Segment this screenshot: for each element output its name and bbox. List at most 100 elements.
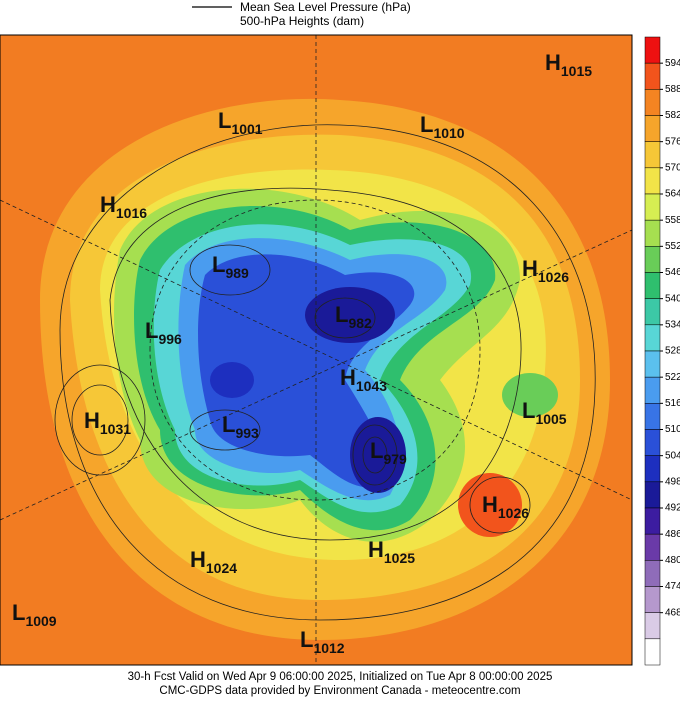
- pressure-center: L1012: [300, 627, 345, 656]
- isobar: [71, 384, 129, 456]
- colorbar-segment: [644, 638, 661, 666]
- colorbar-segment: [644, 298, 661, 326]
- center-value: 1031: [100, 421, 131, 437]
- colorbar-label: 588: [665, 84, 680, 95]
- pressure-center: L1005: [522, 398, 567, 427]
- map: [0, 34, 633, 666]
- center-value: 1026: [498, 505, 529, 521]
- center-value: 1012: [313, 640, 344, 656]
- center-type: H: [84, 408, 100, 433]
- center-type: H: [522, 256, 538, 281]
- center-type: H: [368, 537, 384, 562]
- colorbar-label: 534: [665, 319, 680, 330]
- colorbar-label: 576: [665, 136, 680, 147]
- colorbar-segment: [644, 533, 661, 561]
- pressure-center: H1026: [522, 256, 569, 285]
- pressure-center: H1031: [84, 408, 131, 437]
- center-type: L: [300, 627, 313, 652]
- colorbar-segment: [644, 376, 661, 404]
- isobar: [109, 187, 522, 541]
- pressure-center: L1009: [12, 600, 57, 629]
- center-type: L: [370, 438, 383, 463]
- graticule: [149, 199, 481, 501]
- colorbar-label: 474: [665, 581, 680, 592]
- legend-heights: 500-hPa Heights (dam): [240, 14, 364, 28]
- colorbar-label: 564: [665, 189, 680, 200]
- colorbar-label: 594: [665, 58, 680, 69]
- center-value: 1016: [116, 205, 147, 221]
- colorbar-label: 510: [665, 424, 680, 435]
- graticule: [0, 35, 632, 665]
- center-value: 1009: [25, 613, 56, 629]
- isobar: [314, 297, 376, 339]
- center-type: L: [522, 398, 535, 423]
- pressure-center: L1010: [420, 112, 465, 141]
- pressure-center: H1026: [482, 492, 529, 521]
- isobar: [189, 244, 271, 296]
- center-value: 1010: [433, 125, 464, 141]
- center-type: L: [212, 252, 225, 277]
- colorbar-segment: [644, 481, 661, 509]
- center-value: 993: [235, 425, 259, 441]
- colorbar-label: 552: [665, 241, 680, 252]
- pressure-center: H1015: [545, 50, 592, 79]
- pressure-center: L979: [370, 438, 407, 467]
- pressure-center: H1024: [190, 547, 237, 576]
- center-value: 1026: [538, 269, 569, 285]
- center-type: H: [482, 492, 498, 517]
- colorbar-label: 486: [665, 529, 680, 540]
- colorbar-label: 480: [665, 555, 680, 566]
- colorbar-segment: [644, 612, 661, 640]
- isobar: [362, 436, 388, 474]
- center-value: 1024: [206, 560, 237, 576]
- map-frame: [0, 34, 633, 666]
- center-value: 1043: [356, 378, 387, 394]
- pressure-center: L996: [145, 318, 182, 347]
- colorbar-segment: [644, 560, 661, 587]
- pressure-center: L989: [212, 252, 249, 281]
- colorbar-segment: [644, 141, 661, 169]
- colorbar-segment: [644, 115, 661, 142]
- colorbar-segment: [644, 62, 661, 90]
- colorbar-label: 516: [665, 398, 680, 409]
- center-type: L: [145, 318, 158, 343]
- colorbar-label: 498: [665, 476, 680, 487]
- center-value: 1001: [231, 121, 262, 137]
- colorbar-label: 468: [665, 607, 680, 618]
- center-type: L: [222, 412, 235, 437]
- colorbar-segment: [644, 586, 661, 613]
- center-value: 1005: [535, 411, 566, 427]
- center-value: 979: [383, 451, 407, 467]
- footer-valid: 30-h Fcst Valid on Wed Apr 9 06:00:00 20…: [128, 671, 553, 683]
- footer-credit: CMC-GDPS data provided by Environment Ca…: [159, 685, 520, 697]
- height-band: [458, 473, 522, 537]
- center-type: H: [545, 50, 561, 75]
- colorbar-segment: [644, 507, 661, 535]
- colorbar-label: 528: [665, 346, 680, 357]
- colorbar-segment: [644, 455, 661, 483]
- center-type: L: [420, 112, 433, 137]
- center-type: L: [218, 108, 231, 133]
- height-core: [210, 362, 254, 398]
- colorbar-segment: [644, 403, 661, 430]
- center-type: H: [190, 547, 206, 572]
- colorbar-label: 558: [665, 215, 680, 226]
- colorbar-segment: [644, 246, 661, 273]
- colorbar-segment: [644, 193, 661, 221]
- isobar: [189, 409, 261, 451]
- colorbar-label: 540: [665, 293, 680, 304]
- center-type: H: [340, 365, 356, 390]
- colorbar-segment: [644, 167, 661, 195]
- colorbar-segment: [644, 350, 661, 378]
- height-core: [305, 287, 395, 343]
- legend-mslp: Mean Sea Level Pressure (hPa): [240, 0, 411, 14]
- isobar: [59, 124, 596, 621]
- colorbar: 594 588 582 576 570 564 558 552 546 540 534 528 522 5…: [644, 36, 680, 666]
- pressure-center: H1025: [368, 537, 415, 566]
- pressure-center: H1043: [340, 365, 387, 394]
- pressure-center: L982: [335, 302, 372, 331]
- colorbar-label: 522: [665, 372, 680, 383]
- colorbar-segment: [644, 272, 661, 299]
- colorbar-segment: [644, 36, 661, 64]
